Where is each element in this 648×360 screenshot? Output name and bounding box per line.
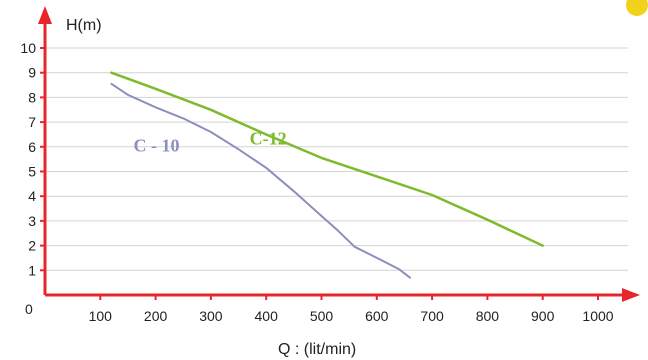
y-tick-label: 3 bbox=[28, 213, 36, 229]
x-tick-label: 700 bbox=[420, 308, 444, 324]
y-tick-label: 7 bbox=[28, 114, 36, 130]
corner-badge-icon bbox=[626, 0, 648, 16]
x-axis-arrow bbox=[622, 288, 640, 302]
x-tick-label: 300 bbox=[199, 308, 223, 324]
y-tick-label: 8 bbox=[28, 89, 36, 105]
y-axis-title: H(m) bbox=[66, 17, 102, 34]
tick-layer: 1 2 3 4 5 6 7 8 9 10 100 200 300 400 500 600 700 800 900 10… bbox=[20, 40, 613, 324]
x-tick-label: 100 bbox=[89, 308, 113, 324]
grid-layer bbox=[45, 47, 628, 271]
series-layer: C - 10 C-12 bbox=[110, 71, 544, 279]
series-line-c-12 bbox=[110, 71, 544, 247]
x-tick-label: 900 bbox=[531, 308, 555, 324]
axis-layer bbox=[38, 6, 640, 302]
y-tick-label: 2 bbox=[28, 238, 36, 254]
x-tick-label: 800 bbox=[476, 308, 500, 324]
y-axis-arrow bbox=[38, 6, 52, 24]
y-tick-label: 5 bbox=[28, 164, 36, 180]
y-tick-label: 6 bbox=[28, 139, 36, 155]
y-tick-label: 10 bbox=[20, 40, 36, 56]
series-label-c-10: C - 10 bbox=[133, 136, 179, 156]
series-label-c-12: C-12 bbox=[250, 128, 287, 148]
y-tick-label: 4 bbox=[28, 188, 36, 204]
x-axis-title: Q : (lit/min) bbox=[278, 341, 356, 358]
x-tick-label: 200 bbox=[144, 308, 168, 324]
x-tick-label: 600 bbox=[365, 308, 389, 324]
y-tick-label: 9 bbox=[28, 65, 36, 81]
origin-label: 0 bbox=[25, 301, 33, 317]
x-tick-label: 400 bbox=[255, 308, 279, 324]
x-tick-label: 1000 bbox=[582, 308, 613, 324]
series-line-c-10 bbox=[110, 82, 411, 279]
y-tick-label: 1 bbox=[28, 262, 36, 278]
x-tick-label: 500 bbox=[310, 308, 334, 324]
